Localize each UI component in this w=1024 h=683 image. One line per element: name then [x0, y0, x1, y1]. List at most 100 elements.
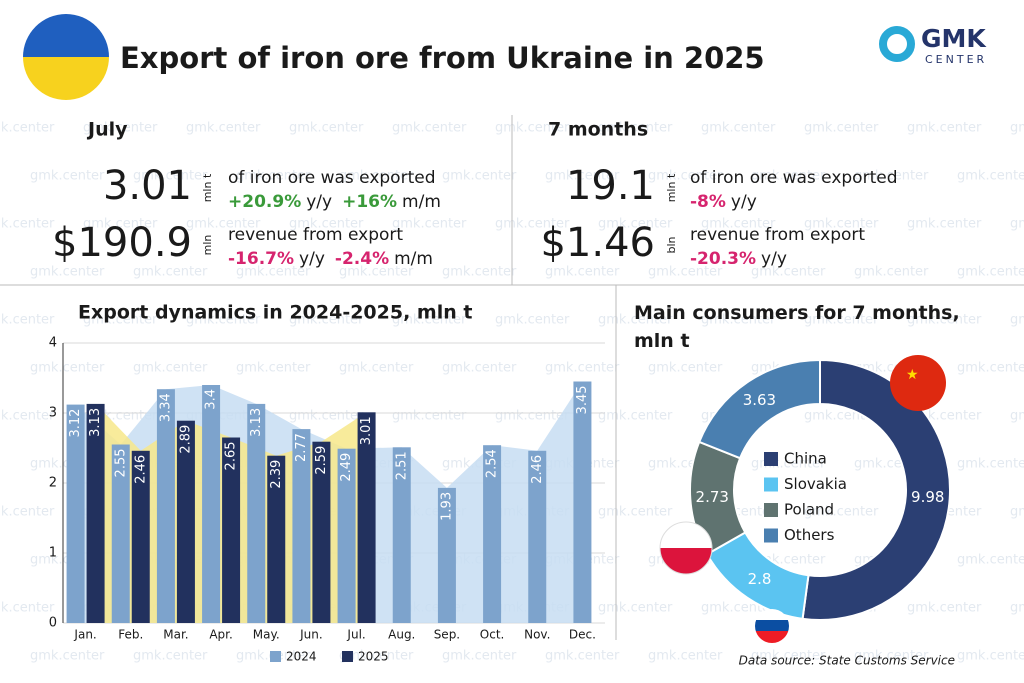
flag-star: ★: [906, 367, 919, 383]
kpi-desc: revenue from export: [228, 225, 403, 245]
bar-label: 2.54: [485, 449, 500, 478]
bar-label: 2.55: [113, 449, 128, 478]
bar-label: 2.46: [530, 455, 545, 484]
watermark: gmk.center: [957, 649, 1024, 664]
bar-label: 3.13: [249, 408, 264, 437]
kpi-title: 7 months: [548, 119, 648, 141]
x-tick-label: Nov.: [524, 628, 550, 642]
watermark: gmk.center: [30, 649, 105, 664]
watermark: gmk.center: [133, 169, 208, 184]
x-tick-label: Sep.: [434, 628, 460, 642]
watermark: gmk.center: [1010, 217, 1024, 232]
slice-label: 9.98: [911, 488, 944, 506]
watermark: gmk.center: [598, 217, 673, 232]
bar: [312, 441, 331, 623]
y-tick-label: 0: [49, 616, 57, 631]
watermark: gmk.center: [186, 121, 261, 136]
watermark: gmk.center: [0, 121, 55, 136]
x-tick-label: Mar.: [163, 628, 188, 642]
logo-sub: CENTER: [925, 53, 987, 66]
watermark: gmk.center: [83, 313, 158, 328]
bar-label: 2.46: [133, 455, 148, 484]
bar: [176, 420, 195, 623]
watermark: gmk.center: [236, 361, 311, 376]
kpi-changes: -8% y/y: [690, 192, 757, 212]
watermark: gmk.center: [957, 361, 1024, 376]
flag-border: [659, 521, 713, 575]
watermark: gmk.center: [907, 121, 982, 136]
watermark: gmk.center: [957, 169, 1024, 184]
change-period: y/y: [761, 249, 787, 269]
watermark: gmk.center: [0, 409, 55, 424]
bar-label: 1.93: [439, 492, 454, 521]
kpi-changes: -20.3% y/y: [690, 249, 787, 269]
change-value: +16%: [342, 192, 397, 212]
watermark: gmk.center: [854, 169, 929, 184]
bar-label: 2.51: [394, 451, 409, 480]
bar-label: 2.59: [314, 446, 329, 475]
watermark: gmk.center: [392, 217, 467, 232]
bar: [202, 385, 221, 623]
title: Export of iron ore from Ukraine in 2025: [120, 41, 765, 75]
kpi-changes: -16.7% y/y -2.4% m/m: [228, 249, 433, 269]
bar: [483, 445, 502, 623]
bar: [337, 448, 356, 623]
bar: [247, 403, 266, 623]
watermark: gmk.center: [442, 649, 517, 664]
kpi-desc: revenue from export: [690, 225, 865, 245]
watermark: gmk.center: [907, 313, 982, 328]
watermark: gmk.center: [701, 121, 776, 136]
bar: [267, 455, 286, 623]
watermark: gmk.center: [701, 217, 776, 232]
legend-label: 2025: [358, 650, 389, 664]
kpi-changes: +20.9% y/y +16% m/m: [228, 192, 441, 212]
watermark: gmk.center: [598, 121, 673, 136]
watermark: gmk.center: [957, 457, 1024, 472]
watermark: gmk.center: [804, 505, 879, 520]
watermark: gmk.center: [545, 265, 620, 280]
legend-swatch: [764, 528, 778, 543]
watermark: gmk.center: [236, 265, 311, 280]
chart-title: Export dynamics in 2024-2025, mln t: [78, 302, 472, 324]
watermark: gmk.center: [598, 313, 673, 328]
watermark: gmk.center: [289, 217, 364, 232]
bar-label: 2.49: [339, 453, 354, 482]
bar-chart: Export dynamics in 2024-2025, mln t 0 1 2 3 4…: [49, 302, 605, 664]
change-period: y/y: [731, 192, 757, 212]
watermark: gmk.center: [648, 361, 723, 376]
china-flag: [890, 355, 946, 411]
watermark: gmk.center: [854, 265, 929, 280]
watermark: gmk.center: [598, 601, 673, 616]
x-tick-label: Apr.: [209, 628, 232, 642]
watermark: gmk.center: [495, 313, 570, 328]
bar: [156, 389, 175, 623]
watermark: gmk.center: [545, 361, 620, 376]
watermark: gmk.center: [442, 265, 517, 280]
x-tick-label: May.: [253, 628, 280, 642]
bar: [357, 412, 376, 623]
watermark: gmk.center: [133, 265, 208, 280]
watermark: gmk.center: [30, 169, 105, 184]
watermark: gmk.center: [30, 265, 105, 280]
bar-label: 3.34: [158, 393, 173, 422]
x-tick-label: Jul.: [346, 628, 365, 642]
bar-label: 2.39: [269, 460, 284, 489]
watermark: gmk.center: [907, 217, 982, 232]
watermark: gmk.center: [442, 169, 517, 184]
watermark: gmk.center: [1010, 505, 1024, 520]
bar: [131, 450, 150, 623]
watermark: gmk.center: [236, 169, 311, 184]
bar: [392, 447, 411, 623]
logo-icon: [879, 26, 915, 62]
header-bg: [0, 0, 1024, 105]
watermark: gmk.center: [1010, 121, 1024, 136]
bar: [292, 429, 311, 623]
kpi-value: 19.1: [566, 163, 655, 209]
watermark: gmk.center: [804, 217, 879, 232]
watermark: gmk.center: [186, 313, 261, 328]
watermark: gmk.center: [339, 649, 414, 664]
watermark: gmk.center: [957, 553, 1024, 568]
watermark: gmk.center: [186, 217, 261, 232]
watermark: gmk.center: [392, 313, 467, 328]
watermark: gmk.center: [648, 265, 723, 280]
